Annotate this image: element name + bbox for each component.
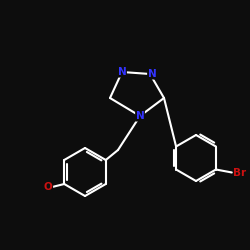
Text: N: N <box>148 69 156 79</box>
Text: N: N <box>136 111 144 121</box>
Text: Br: Br <box>233 168 246 177</box>
Text: N: N <box>118 67 126 77</box>
Text: O: O <box>44 182 52 192</box>
